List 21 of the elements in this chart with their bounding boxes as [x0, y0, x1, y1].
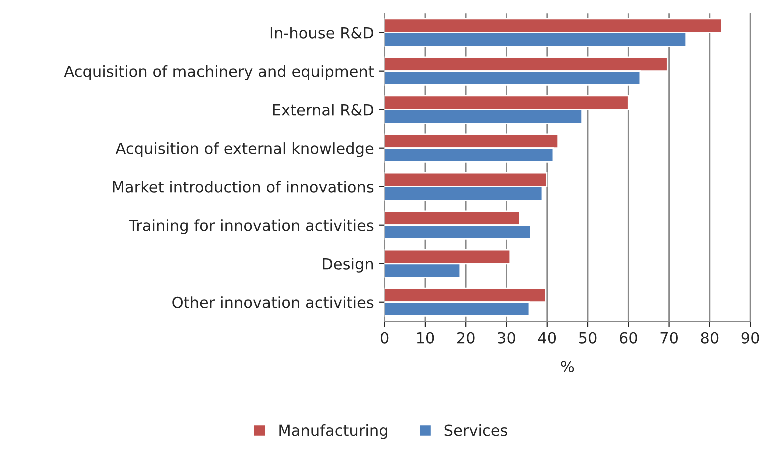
- y-tick-label: In-house R&D: [270, 27, 374, 39]
- x-axis-title: %: [561, 360, 574, 373]
- y-tick-label: Training for innovation activities: [129, 220, 374, 234]
- x-tick-label: 80: [701, 332, 719, 344]
- x-tick-label: 30: [498, 332, 516, 344]
- y-tick-label: Design: [323, 258, 374, 273]
- legend-label: Services: [444, 424, 508, 436]
- y-tick-label: External R&D: [273, 104, 374, 116]
- x-tick-label: 10: [417, 332, 434, 344]
- x-tick-label: 50: [579, 332, 597, 344]
- x-tick-label: 70: [660, 332, 678, 344]
- y-tick-label: Market introduction of innovations: [113, 181, 374, 193]
- x-tick-label: 90: [742, 332, 760, 344]
- x-tick-label: 0: [380, 332, 389, 344]
- x-tick-label: 60: [620, 332, 638, 344]
- x-tick-label: 40: [538, 332, 556, 344]
- y-tick-label: Other innovation activities: [172, 296, 374, 308]
- legend-label: Manufacturing: [280, 424, 388, 440]
- x-tick-label: 20: [457, 332, 475, 344]
- y-tick-label: Acquisition of external knowledge: [116, 142, 374, 158]
- y-tick-label: Acquisition of machinery and equipment: [64, 66, 374, 80]
